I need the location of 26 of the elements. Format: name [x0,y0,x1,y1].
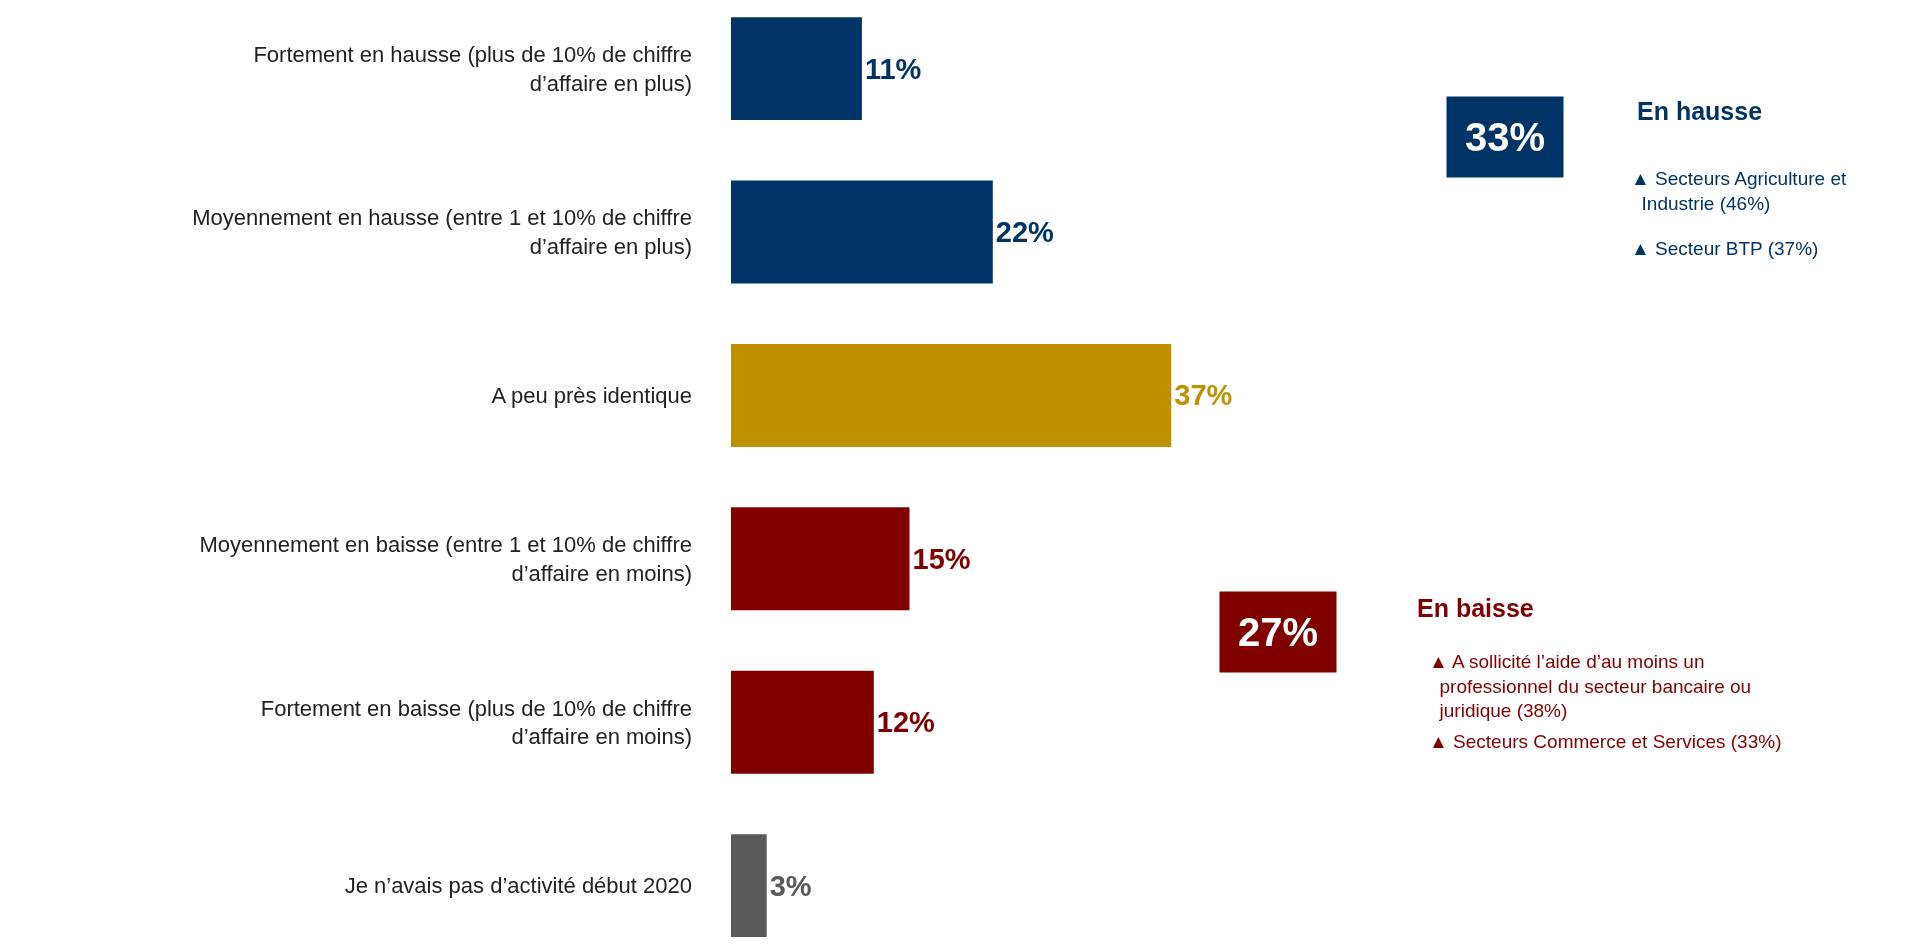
data-label: 37% [1174,379,1233,412]
bar [731,507,910,611]
annotation: ▲ Secteur BTP (37%) [1631,238,1819,259]
y-tick-label: A peu près identique [491,383,692,409]
bar [731,670,874,774]
data-label: 22% [995,216,1055,249]
y-tick-label: Fortement en baisse (plus de 10% de chiffre d’affaire en moins) [260,695,692,750]
data-label: 11% [864,52,922,85]
annotation: ▲ Secteurs Commerce et Services (33%) [1429,731,1782,752]
annotation: ▲ A sollicité l’aide d’au moins un professionnel du secteur bancaire ou juridique (38%) [1429,651,1752,722]
data-label: 15% [912,542,971,575]
annotation: En baisse [1417,594,1534,622]
annotation: 33% [1465,115,1546,159]
bar [731,17,862,121]
y-tick-label: Moyennement en hausse (entre 1 et 10% de chiffre d’affaire en plus) [192,205,692,260]
annotation: 27% [1238,610,1319,654]
annotation: ▲ Secteurs Agriculture et Industrie (46%) [1631,168,1847,214]
bar [731,834,767,938]
annotation: En hausse [1637,97,1763,125]
bar [731,180,993,284]
data-label: 3% [769,869,812,902]
bar [731,343,1172,447]
y-tick-label: Moyennement en baisse (entre 1 et 10% de chiffre d’affaire en moins) [199,532,692,586]
y-tick-label: Fortement en hausse (plus de 10% de chiffre d’affaire en plus) [253,42,692,96]
data-label: 12% [876,706,936,739]
y-tick-label: Je n’avais pas d’activité début 2020 [344,873,692,899]
